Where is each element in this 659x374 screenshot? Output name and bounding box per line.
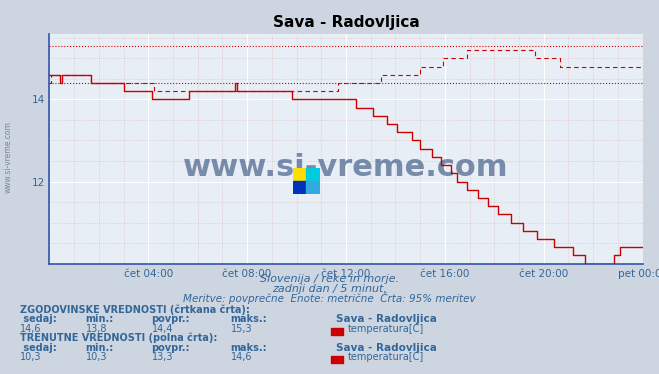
Text: sedaj:: sedaj: [20, 343, 57, 353]
Text: maks.:: maks.: [231, 343, 268, 353]
Text: 10,3: 10,3 [20, 352, 42, 362]
Text: TRENUTNE VREDNOSTI (polna črta):: TRENUTNE VREDNOSTI (polna črta): [20, 333, 217, 343]
Text: Meritve: povprečne  Enote: metrične  Črta: 95% meritev: Meritve: povprečne Enote: metrične Črta:… [183, 292, 476, 304]
Text: www.si-vreme.com: www.si-vreme.com [3, 121, 13, 193]
Text: povpr.:: povpr.: [152, 343, 190, 353]
Bar [293, 168, 306, 181]
Text: 14,4: 14,4 [152, 324, 173, 334]
Text: min.:: min.: [86, 343, 114, 353]
Text: min.:: min.: [86, 315, 114, 324]
Text: sedaj:: sedaj: [20, 315, 57, 324]
Text: maks.:: maks.: [231, 315, 268, 324]
Text: 13,8: 13,8 [86, 324, 107, 334]
Text: www.si-vreme.com: www.si-vreme.com [183, 153, 509, 181]
Text: temperatura[C]: temperatura[C] [347, 324, 424, 334]
Text: povpr.:: povpr.: [152, 315, 190, 324]
Text: 13,3: 13,3 [152, 352, 173, 362]
Title: Sava - Radovljica: Sava - Radovljica [273, 15, 419, 30]
Bar [306, 168, 320, 181]
Bar [293, 181, 306, 194]
Bar [306, 181, 320, 194]
Text: Sava - Radovljica: Sava - Radovljica [336, 343, 437, 353]
Text: 10,3: 10,3 [86, 352, 107, 362]
Text: 14,6: 14,6 [20, 324, 42, 334]
Text: temperatura[C]: temperatura[C] [347, 352, 424, 362]
Text: Slovenija / reke in morje.: Slovenija / reke in morje. [260, 275, 399, 284]
Text: 14,6: 14,6 [231, 352, 252, 362]
Text: ZGODOVINSKE VREDNOSTI (črtkana črta):: ZGODOVINSKE VREDNOSTI (črtkana črta): [20, 304, 250, 315]
Text: Sava - Radovljica: Sava - Radovljica [336, 315, 437, 324]
Text: zadnji dan / 5 minut.: zadnji dan / 5 minut. [272, 285, 387, 294]
Text: 15,3: 15,3 [231, 324, 252, 334]
